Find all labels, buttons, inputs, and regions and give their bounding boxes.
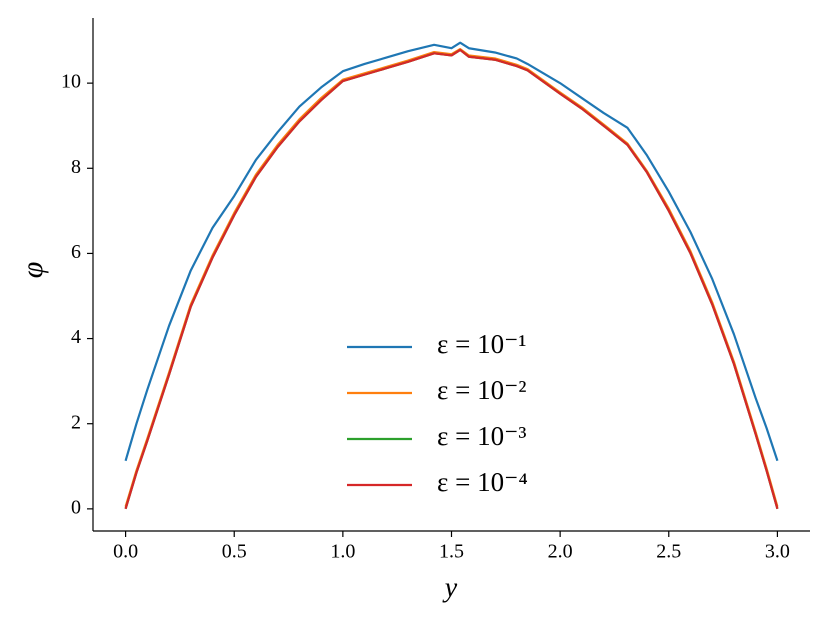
x-axis-label: y bbox=[442, 572, 458, 603]
x-tick-label: 0.5 bbox=[222, 541, 247, 563]
y-tick-label: 6 bbox=[71, 241, 81, 263]
x-tick-label: 0.0 bbox=[113, 541, 138, 563]
legend-label: ε = 10⁻³ bbox=[437, 421, 526, 451]
legend-label: ε = 10⁻¹ bbox=[437, 329, 526, 359]
y-tick-label: 8 bbox=[71, 156, 81, 178]
series-line bbox=[124, 48, 779, 510]
x-tick-label: 3.0 bbox=[765, 541, 790, 563]
series-line bbox=[124, 41, 779, 462]
y-tick-label: 2 bbox=[71, 411, 81, 433]
y-tick-label: 0 bbox=[71, 496, 81, 518]
y-tick-label: 4 bbox=[71, 326, 81, 348]
y-tick-label: 10 bbox=[61, 71, 81, 93]
x-tick-label: 1.0 bbox=[330, 541, 355, 563]
legend-label: ε = 10⁻² bbox=[437, 375, 526, 405]
legend-label: ε = 10⁻⁴ bbox=[437, 467, 528, 497]
y-axis-label: φ bbox=[16, 262, 49, 279]
x-tick-label: 2.0 bbox=[548, 541, 573, 563]
x-tick-label: 2.5 bbox=[656, 541, 681, 563]
x-tick-label: 1.5 bbox=[439, 541, 464, 563]
